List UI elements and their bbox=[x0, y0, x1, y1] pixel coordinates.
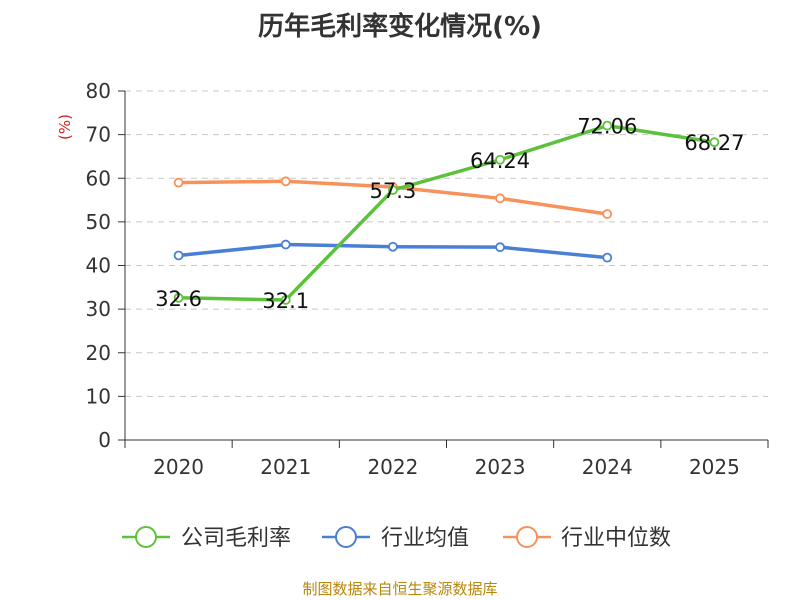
source-note: 制图数据来自恒生聚源数据库 bbox=[302, 580, 498, 598]
data-point bbox=[280, 239, 291, 250]
data-label: 68.27 bbox=[684, 131, 744, 155]
legend: 公司毛利率 行业均值 行业中位数 bbox=[122, 526, 671, 551]
y-tick-label: 30 bbox=[86, 297, 111, 321]
data-label: 72.06 bbox=[577, 115, 637, 139]
data-label: 32.1 bbox=[262, 289, 309, 313]
y-tick-label: 0 bbox=[98, 428, 111, 452]
y-tick-label: 40 bbox=[86, 254, 111, 278]
x-tick-label: 2021 bbox=[260, 455, 311, 479]
data-point bbox=[709, 137, 720, 148]
y-tick-label: 70 bbox=[86, 123, 111, 147]
legend-marker bbox=[516, 526, 538, 548]
legend-label: 公司毛利率 bbox=[181, 526, 291, 551]
data-point bbox=[602, 120, 613, 131]
x-tick-label: 2022 bbox=[367, 455, 418, 479]
x-axis-ticks: 2020 2021 2022 2023 2024 2025 bbox=[124, 440, 769, 479]
x-tick-label: 2025 bbox=[689, 455, 740, 479]
y-tick-label: 60 bbox=[86, 166, 111, 190]
y-tick-label: 80 bbox=[86, 79, 111, 103]
data-point bbox=[495, 242, 505, 253]
data-point bbox=[280, 176, 291, 187]
data-label: 64.24 bbox=[470, 149, 530, 173]
data-point bbox=[173, 292, 184, 303]
y-axis-label: (%) bbox=[56, 114, 74, 140]
y-axis-ticks: 0 10 20 30 40 50 60 70 80 bbox=[86, 79, 125, 452]
x-tick-label: 2023 bbox=[475, 455, 526, 479]
y-tick-label: 20 bbox=[86, 341, 111, 365]
data-label: 57.3 bbox=[370, 179, 417, 203]
y-tick-label: 50 bbox=[86, 210, 111, 234]
data-labels: 32.6 32.1 57.3 64.24 72.06 68.27 bbox=[155, 115, 744, 313]
gridlines bbox=[125, 90, 768, 397]
x-tick-label: 2024 bbox=[582, 455, 633, 479]
data-point bbox=[388, 185, 398, 195]
y-tick-label: 10 bbox=[86, 384, 111, 408]
data-point bbox=[495, 193, 505, 204]
data-point bbox=[602, 252, 613, 263]
legend-marker bbox=[135, 526, 157, 548]
series-points bbox=[173, 120, 720, 305]
data-point bbox=[173, 250, 184, 261]
legend-label: 行业均值 bbox=[381, 526, 469, 551]
x-tick-label: 2020 bbox=[153, 455, 204, 479]
data-point bbox=[602, 209, 613, 219]
data-point bbox=[280, 295, 291, 305]
series-line bbox=[178, 123, 715, 302]
data-label: 32.6 bbox=[155, 287, 202, 311]
data-point bbox=[388, 241, 398, 252]
data-point bbox=[173, 177, 184, 188]
chart-title: 历年毛利率变化情况(%) bbox=[258, 12, 542, 42]
data-point bbox=[495, 154, 505, 165]
series-lines bbox=[178, 123, 715, 302]
legend-label: 行业中位数 bbox=[561, 526, 671, 551]
legend-marker bbox=[335, 526, 357, 548]
